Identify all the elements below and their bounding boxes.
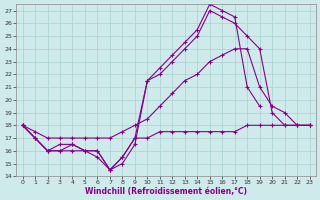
X-axis label: Windchill (Refroidissement éolien,°C): Windchill (Refroidissement éolien,°C) (85, 187, 247, 196)
